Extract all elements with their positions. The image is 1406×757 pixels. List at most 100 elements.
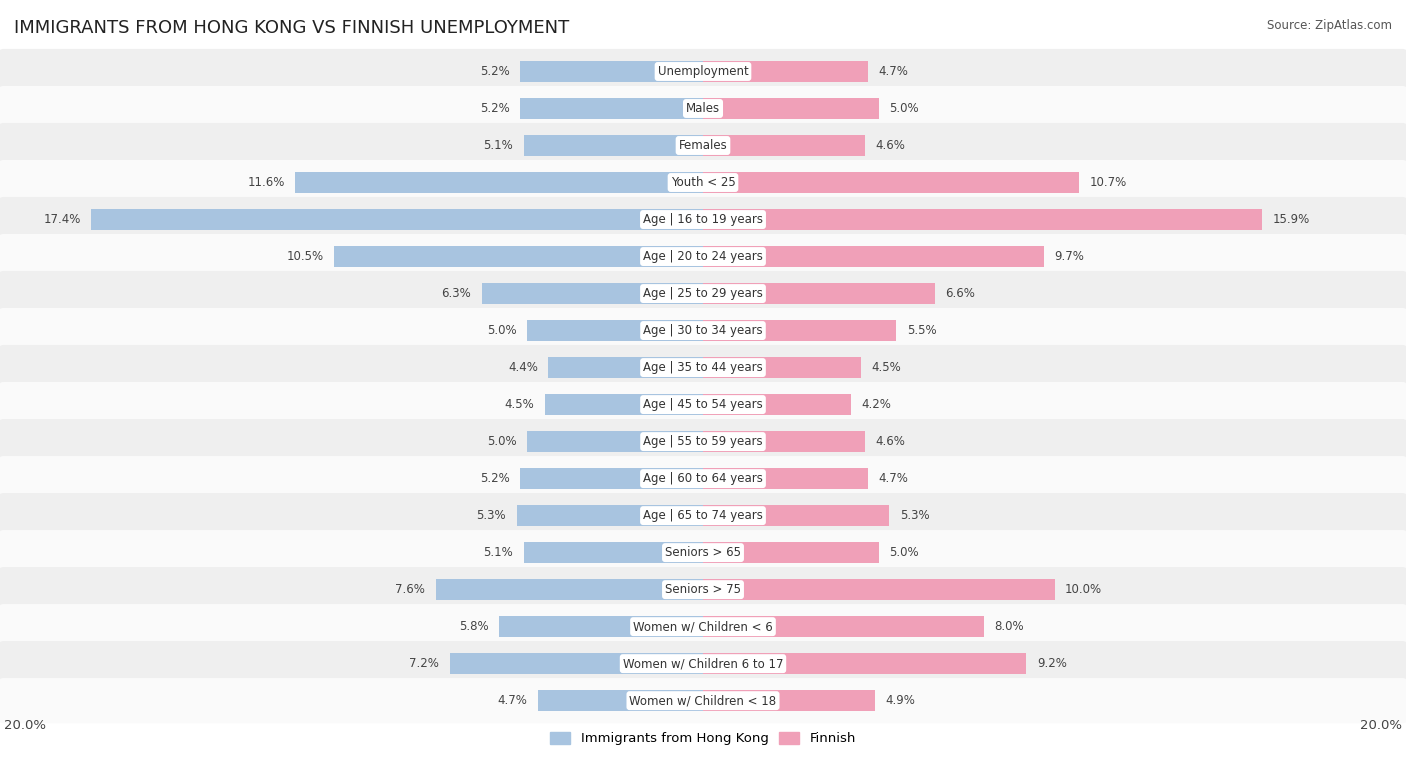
FancyBboxPatch shape	[0, 567, 1406, 612]
Bar	[703, 136, 865, 156]
Text: Women w/ Children < 18: Women w/ Children < 18	[630, 694, 776, 707]
Bar	[436, 579, 703, 600]
Text: 4.5%: 4.5%	[872, 361, 901, 374]
Bar	[546, 394, 703, 415]
Text: 8.0%: 8.0%	[995, 620, 1025, 633]
Bar	[703, 506, 889, 526]
Text: 10.5%: 10.5%	[287, 250, 323, 263]
Text: 5.0%: 5.0%	[889, 102, 920, 115]
Text: Age | 20 to 24 years: Age | 20 to 24 years	[643, 250, 763, 263]
FancyBboxPatch shape	[0, 234, 1406, 279]
Text: 4.7%: 4.7%	[879, 472, 908, 485]
Text: 5.2%: 5.2%	[479, 65, 510, 78]
Text: 5.0%: 5.0%	[889, 546, 920, 559]
Text: 10.7%: 10.7%	[1090, 176, 1126, 189]
FancyBboxPatch shape	[0, 456, 1406, 501]
Text: Age | 16 to 19 years: Age | 16 to 19 years	[643, 213, 763, 226]
Text: Women w/ Children 6 to 17: Women w/ Children 6 to 17	[623, 657, 783, 670]
Text: 9.2%: 9.2%	[1038, 657, 1067, 670]
Bar	[335, 246, 703, 266]
Bar	[527, 431, 703, 452]
Bar	[703, 653, 1026, 674]
Text: 4.7%: 4.7%	[879, 65, 908, 78]
Bar	[703, 61, 869, 82]
Text: 11.6%: 11.6%	[247, 176, 285, 189]
Bar	[524, 543, 703, 562]
Bar	[703, 357, 860, 378]
Text: 7.6%: 7.6%	[395, 583, 426, 596]
Bar	[703, 431, 865, 452]
Text: 4.2%: 4.2%	[860, 398, 891, 411]
Bar	[520, 98, 703, 119]
Text: 6.6%: 6.6%	[945, 287, 976, 300]
Text: Females: Females	[679, 139, 727, 152]
Text: 5.5%: 5.5%	[907, 324, 936, 337]
Bar	[481, 283, 703, 304]
Bar	[537, 690, 703, 711]
Text: 20.0%: 20.0%	[1360, 719, 1402, 732]
Text: Age | 55 to 59 years: Age | 55 to 59 years	[643, 435, 763, 448]
Text: 6.3%: 6.3%	[441, 287, 471, 300]
Bar	[520, 469, 703, 489]
FancyBboxPatch shape	[0, 604, 1406, 650]
Text: 4.6%: 4.6%	[875, 139, 905, 152]
FancyBboxPatch shape	[0, 419, 1406, 464]
Text: 5.0%: 5.0%	[486, 435, 517, 448]
FancyBboxPatch shape	[0, 123, 1406, 168]
Text: Age | 35 to 44 years: Age | 35 to 44 years	[643, 361, 763, 374]
Text: 5.2%: 5.2%	[479, 472, 510, 485]
Text: Women w/ Children < 6: Women w/ Children < 6	[633, 620, 773, 633]
Text: Seniors > 75: Seniors > 75	[665, 583, 741, 596]
Text: Males: Males	[686, 102, 720, 115]
Text: Age | 30 to 34 years: Age | 30 to 34 years	[643, 324, 763, 337]
Text: Age | 65 to 74 years: Age | 65 to 74 years	[643, 509, 763, 522]
Text: 20.0%: 20.0%	[4, 719, 46, 732]
FancyBboxPatch shape	[0, 493, 1406, 538]
Text: 4.4%: 4.4%	[508, 361, 537, 374]
FancyBboxPatch shape	[0, 49, 1406, 94]
Text: 17.4%: 17.4%	[44, 213, 82, 226]
Text: 5.1%: 5.1%	[484, 139, 513, 152]
FancyBboxPatch shape	[0, 160, 1406, 205]
Text: 5.8%: 5.8%	[458, 620, 489, 633]
Text: IMMIGRANTS FROM HONG KONG VS FINNISH UNEMPLOYMENT: IMMIGRANTS FROM HONG KONG VS FINNISH UNE…	[14, 19, 569, 37]
FancyBboxPatch shape	[0, 345, 1406, 390]
Bar	[703, 173, 1080, 193]
Bar	[295, 173, 703, 193]
Text: 4.7%: 4.7%	[498, 694, 527, 707]
Text: 5.0%: 5.0%	[486, 324, 517, 337]
Text: 5.1%: 5.1%	[484, 546, 513, 559]
Bar	[499, 616, 703, 637]
FancyBboxPatch shape	[0, 308, 1406, 353]
Text: 10.0%: 10.0%	[1066, 583, 1102, 596]
FancyBboxPatch shape	[0, 271, 1406, 316]
Bar	[527, 320, 703, 341]
Text: Source: ZipAtlas.com: Source: ZipAtlas.com	[1267, 19, 1392, 32]
Bar	[703, 469, 869, 489]
Bar	[450, 653, 703, 674]
Bar	[520, 61, 703, 82]
Bar	[703, 394, 851, 415]
Text: 5.3%: 5.3%	[900, 509, 929, 522]
Bar	[524, 136, 703, 156]
Bar	[703, 320, 897, 341]
Bar	[703, 690, 875, 711]
Text: 4.9%: 4.9%	[886, 694, 915, 707]
Bar	[703, 283, 935, 304]
Bar	[703, 616, 984, 637]
Bar	[703, 543, 879, 562]
FancyBboxPatch shape	[0, 641, 1406, 686]
Bar	[548, 357, 703, 378]
Text: 15.9%: 15.9%	[1272, 213, 1309, 226]
Text: Age | 60 to 64 years: Age | 60 to 64 years	[643, 472, 763, 485]
Text: 5.3%: 5.3%	[477, 509, 506, 522]
Text: Age | 25 to 29 years: Age | 25 to 29 years	[643, 287, 763, 300]
Text: 4.5%: 4.5%	[505, 398, 534, 411]
Bar	[91, 210, 703, 229]
Text: 7.2%: 7.2%	[409, 657, 439, 670]
FancyBboxPatch shape	[0, 86, 1406, 131]
Bar	[703, 246, 1043, 266]
Text: 5.2%: 5.2%	[479, 102, 510, 115]
FancyBboxPatch shape	[0, 382, 1406, 427]
Text: Unemployment: Unemployment	[658, 65, 748, 78]
